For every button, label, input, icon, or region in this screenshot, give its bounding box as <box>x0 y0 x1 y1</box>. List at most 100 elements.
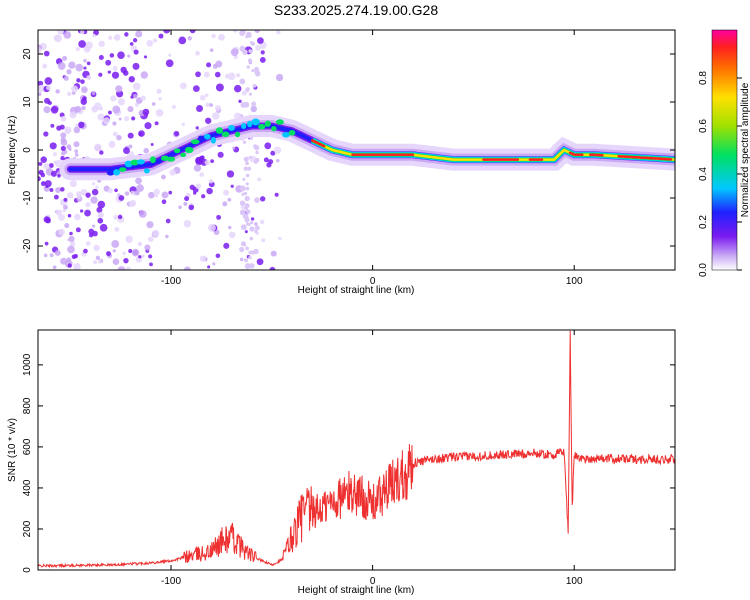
spectrogram-noise-blob <box>111 240 120 248</box>
spectrogram-noise-blob <box>163 30 171 34</box>
spectrogram-ridge-blob <box>210 136 217 144</box>
spectrogram-peak-segment <box>589 153 604 157</box>
spectrogram-noise-blob <box>158 33 164 39</box>
spectrogram-noise-blob <box>248 155 252 160</box>
spectrogram-noise-blob <box>96 206 103 213</box>
spectrogram-ridge-blob <box>198 135 205 141</box>
spectrogram-noise-blob <box>53 35 59 41</box>
spectrogram-ridge-blob <box>221 131 230 138</box>
spectrogram-noise-blob <box>58 214 65 221</box>
spectrogram-noise-blob <box>129 199 137 207</box>
spectrogram-noise-blob <box>117 266 126 270</box>
spectrogram-noise-blob <box>242 177 246 181</box>
spectrogram-noise-blob <box>124 191 130 196</box>
spectrogram-noise-blob <box>253 159 258 164</box>
spectrogram-noise-blob <box>113 214 119 220</box>
spectrogram-peak-segment <box>617 154 673 161</box>
spectrogram-noise-blob <box>80 30 85 35</box>
x-tick-label: -100 <box>161 276 181 287</box>
spectrogram-noise-blob <box>43 131 49 137</box>
spectrogram-noise-blob <box>204 159 210 166</box>
spectrogram-noise-blob <box>91 188 99 196</box>
spectrogram-noise-blob <box>242 213 249 220</box>
spectrogram-noise-blob <box>55 89 60 94</box>
spectrogram-noise-blob <box>245 182 249 186</box>
spectrogram-noise-blob <box>147 236 154 242</box>
spectrogram-noise-blob <box>43 106 51 114</box>
spectrogram-noise-blob <box>245 161 249 166</box>
spectrogram-noise-blob <box>255 45 261 51</box>
spectrogram-noise-blob <box>261 238 266 243</box>
spectrogram-noise-blob <box>107 70 111 74</box>
spectrogram-noise-blob <box>78 40 86 48</box>
spectrogram-noise-blob <box>67 263 72 268</box>
spectrogram-noise-blob <box>125 266 131 270</box>
spectrogram-noise-blob <box>99 223 108 232</box>
spectrogram-noise-blob <box>98 72 103 77</box>
spectrogram-noise-blob <box>48 163 54 169</box>
spectrogram-noise-blob <box>247 32 252 36</box>
spectrogram-noise-blob <box>165 218 171 224</box>
spectrogram-noise-blob <box>174 131 180 137</box>
spectrogram-noise-blob <box>73 263 81 270</box>
spectrogram-noise-blob <box>74 213 81 221</box>
y-tick-label: 20 <box>22 48 33 60</box>
spectrogram-noise-blob <box>244 195 250 202</box>
spectrogram-ridge-blob <box>167 156 176 162</box>
spectrogram-noise-blob <box>196 105 204 112</box>
spectrogram-noise-blob <box>275 73 284 82</box>
spectrogram-noise-blob <box>150 142 154 146</box>
spectrogram-marks <box>38 30 675 270</box>
spectrogram-y-label: Frequency (Hz) <box>7 116 18 185</box>
spectrogram-noise-blob <box>254 66 259 72</box>
spectrogram-noise-blob <box>110 95 117 102</box>
spectrogram-noise-blob <box>254 30 260 34</box>
spectrogram-noise-blob <box>218 33 225 41</box>
spectrogram-noise-blob <box>168 190 173 195</box>
spectrogram-noise-blob <box>245 246 250 251</box>
spectrogram-noise-blob <box>240 241 247 247</box>
spectrogram-noise-blob <box>135 30 143 38</box>
spectrogram-noise-blob <box>168 53 172 57</box>
spectrogram-noise-blob <box>49 188 54 192</box>
spectrogram-noise-blob <box>50 123 55 128</box>
spectrogram-noise-blob <box>276 159 280 163</box>
spectrogram-noise-blob <box>251 41 255 46</box>
spectrogram-ridge-blob <box>264 120 271 127</box>
spectrogram-noise-blob <box>75 63 84 72</box>
spectrogram-noise-blob <box>109 53 115 58</box>
spectrogram-noise-blob <box>67 91 72 97</box>
spectrogram-noise-blob <box>192 85 200 93</box>
spectrogram-noise-blob <box>107 187 113 194</box>
spectrogram-noise-blob <box>97 217 104 224</box>
spectrogram-noise-blob <box>112 249 116 253</box>
spectrogram-noise-blob <box>82 96 87 101</box>
spectrogram-noise-blob <box>114 188 118 193</box>
spectrogram-noise-blob <box>130 190 135 195</box>
spectrogram-noise-blob <box>83 248 88 254</box>
spectrogram-noise-blob <box>132 62 140 70</box>
spectrogram-noise-blob <box>233 84 242 93</box>
spectrogram-noise-blob <box>243 101 250 108</box>
spectrogram-noise-blob <box>131 116 136 121</box>
colorbar-tick-label: 0.4 <box>698 167 709 181</box>
spectrogram-noise-blob <box>80 188 88 196</box>
spectrogram-noise-blob <box>201 194 206 199</box>
spectrogram-noise-blob <box>208 178 214 184</box>
spectrogram-ridge-blob <box>215 127 224 134</box>
spectrogram-noise-blob <box>243 156 249 162</box>
spectrogram-noise-blob <box>60 116 67 122</box>
spectrogram-noise-blob <box>247 58 253 63</box>
spectrogram-noise-blob <box>58 228 65 236</box>
spectrogram-noise-blob <box>240 205 245 210</box>
spectrogram-noise-blob <box>92 230 98 237</box>
colorbar-gradient <box>711 29 738 271</box>
spectrogram-noise-blob <box>38 176 41 182</box>
spectrogram-noise-blob <box>199 172 205 177</box>
spectrogram-ridge-blob <box>106 170 115 176</box>
spectrogram-ridge-blob <box>204 133 211 140</box>
spectrogram-noise-blob <box>254 222 258 226</box>
spectrogram-noise-blob <box>195 50 200 56</box>
spectrogram-noise-blob <box>183 266 191 270</box>
spectrogram-noise-blob <box>242 140 247 144</box>
